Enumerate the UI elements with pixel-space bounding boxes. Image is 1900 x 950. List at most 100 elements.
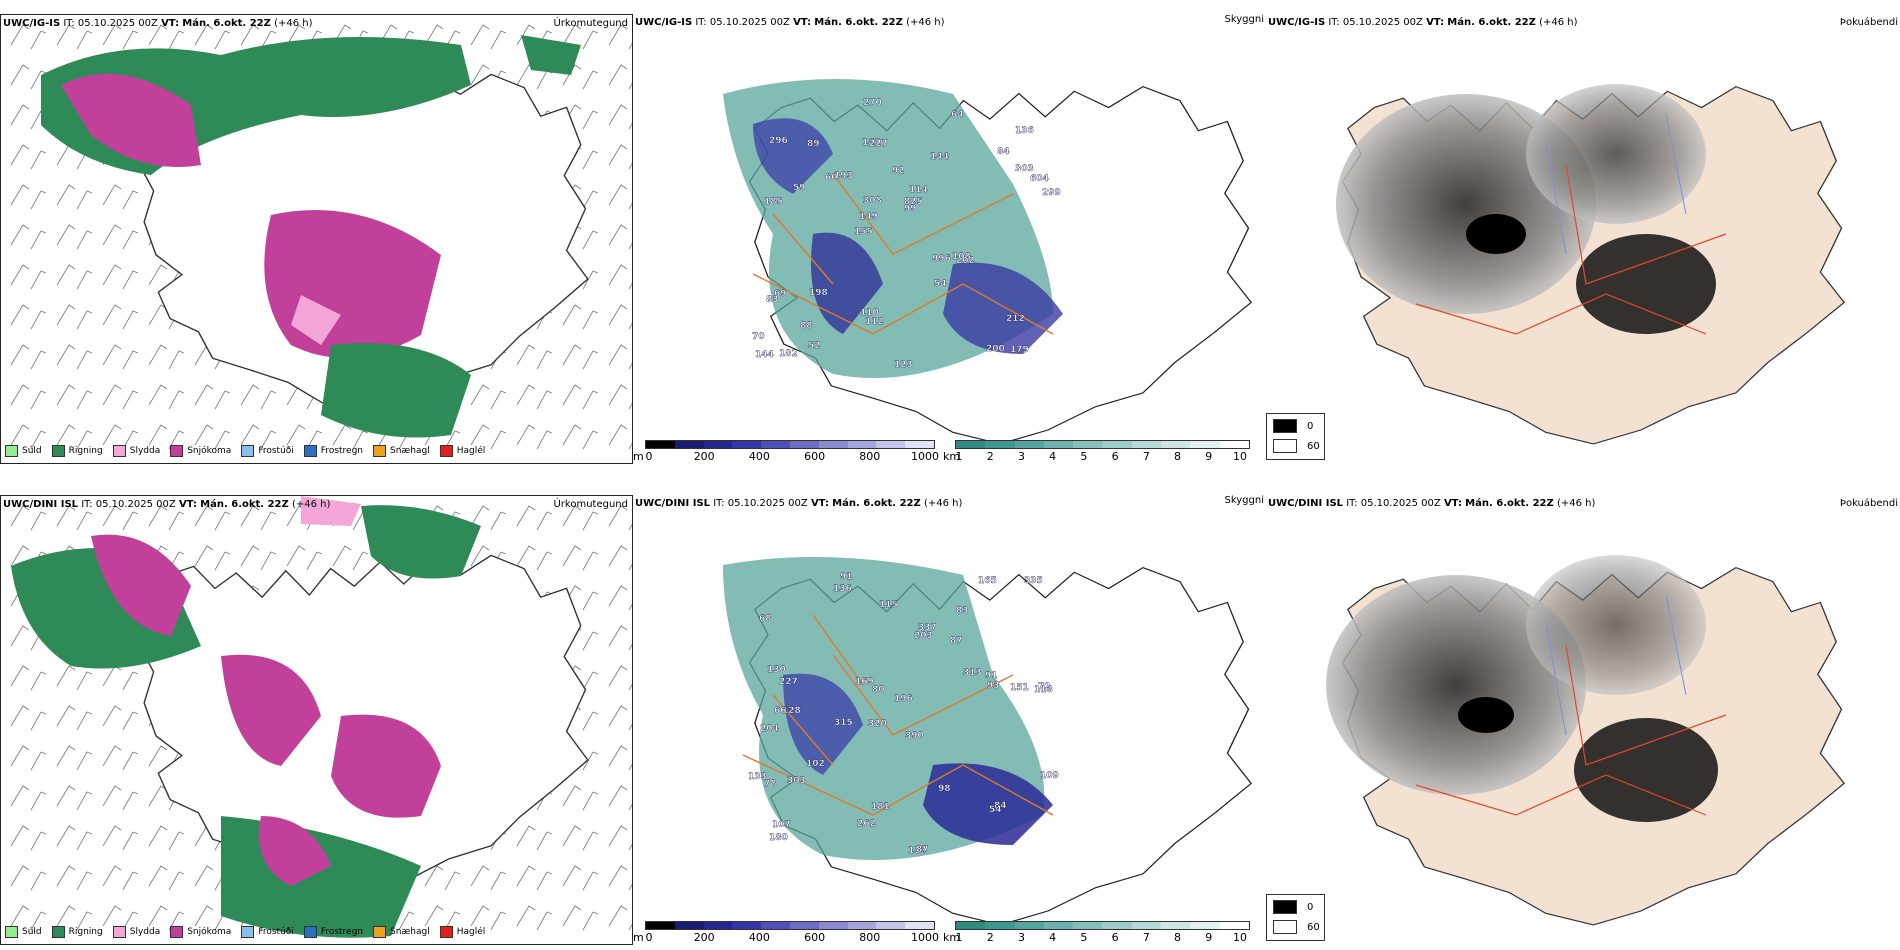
it-label: IT: [713,498,725,509]
precip-map-row2 [1,496,632,944]
vt-value: Mán. 6.okt. 22Z [1465,498,1554,509]
rain-area [321,343,471,438]
sleet-area [291,295,341,345]
vt-value: Mán. 6.okt. 22Z [1447,17,1536,28]
ceiling-value-label: 59 [793,183,806,193]
it-value: 05.10.2025 00Z [709,17,790,28]
ceiling-value-label: 303 [787,776,806,786]
precip-legend-item: Frostregn [303,445,363,457]
colorbar-strip [645,921,935,930]
colorbar-unit: km [943,450,961,463]
colorbar-segment [818,441,848,448]
ceiling-value-label: 115 [879,600,898,610]
colorbar-tick: 1 [955,931,963,944]
ceiling-value-label: 133 [748,772,767,782]
colorbar-tick: 6 [1111,450,1119,463]
lead-time: (+46 h) [923,498,963,509]
legend-swatch [170,926,184,938]
legend-label: Frostúði [258,927,294,937]
visibility-colorbar: km 1 2 3 4 5 6 7 8 9 10 [943,440,1250,464]
panel-header: UWC/IG-IS IT: 05.10.2025 00Z VT: Mán. 6.… [635,17,945,28]
colorbar-segment [1131,441,1162,448]
ceiling-value-label: 203 [914,631,933,641]
ceiling-value-label: 102 [806,759,825,769]
legend-swatch [1273,439,1297,453]
legend-swatch [5,445,18,457]
panel-header: UWC/DINI ISL IT: 05.10.2025 00Z VT: Mán.… [635,498,962,509]
colorbar-tick: 0 [645,931,653,944]
colorbar-segment [905,441,934,448]
legend-swatch [1273,419,1297,433]
colorbar-tick: 800 [859,450,881,463]
colorbar-tick: 9 [1205,450,1213,463]
colorbar-segment [1161,922,1191,929]
colorbar-segment [956,922,986,929]
snow-area [221,654,321,766]
precip-legend: Súld Rigning Slydda Snjókoma Frostúði Frostre… [5,926,485,938]
colorbar-tick: 6 [1111,931,1119,944]
colorbar-segment [1219,441,1249,448]
ceiling-value-label: 130 [767,665,786,675]
legend-label: Rigning [68,446,103,456]
ceiling-value-label: 84 [994,801,1007,811]
colorbar-tick: 5 [1080,931,1088,944]
ceiling-value-label: 212 [1006,314,1025,324]
vt-value: Mán. 6.okt. 22Z [832,498,921,509]
ceiling-value-label: 181 [871,802,890,812]
colorbar-tick: 0 [645,450,653,463]
precip-legend-item: Slydda [112,926,161,938]
panel-title: Skyggni [1224,495,1264,506]
colorbar-segment [1161,441,1191,448]
ceiling-value-label: 153 [908,846,927,856]
ceiling-value-label: 144 [930,152,949,162]
colorbar-tick: 3 [1017,450,1025,463]
it-label: IT: [81,499,93,510]
ceiling-value-label: 262 [857,819,876,829]
snow-area [331,714,441,818]
colorbar-segment [1190,922,1220,929]
snow-area [259,816,331,886]
cloud-panel-row1: UWC/IG-IS IT: 05.10.2025 00Z VT: Mán. 6.… [1266,14,1900,464]
ceiling-value-label: 91 [840,572,853,582]
ceiling-panel-row2: UWC/DINI ISL IT: 05.10.2025 00Z VT: Mán.… [633,495,1266,945]
ceiling-value-label: 169 [855,677,874,687]
colorbar-tick: 5 [1080,450,1088,463]
ceiling-value-label: 89 [807,139,820,149]
colorbar-segment [818,922,848,929]
vt-label: VT: [1443,498,1462,509]
colorbar-segment [985,922,1015,929]
cloud-legend-item: 0 [1273,900,1313,914]
legend-swatch [112,445,126,457]
model-name: UWC/DINI ISL [635,498,711,509]
ceiling-value-label: 825 [904,197,923,207]
legend-label: Snæhagl [390,446,430,456]
ceiling-value-label: 198 [809,288,828,298]
precip-panel-row1: UWC/IG-IS IT: 05.10.2025 00Z VT: Mán. 6.… [0,14,633,464]
colorbar-unit: km [943,931,961,944]
it-label: IT: [63,18,75,29]
lead-time: (+46 h) [1539,17,1578,28]
colorbar-tick: 400 [748,931,770,944]
colorbar-tick: 3 [1017,931,1025,944]
ceiling-value-label: 227 [779,677,798,687]
ceiling-value-label: 83 [956,606,969,616]
legend-swatch [373,926,387,938]
legend-swatch [439,445,453,457]
colorbar-segment [876,922,906,929]
lead-time: (+46 h) [1556,498,1596,509]
vt-value: Mán. 6.okt. 22Z [182,18,271,29]
ceiling-value-label: 54 [989,805,1002,815]
colorbar-unit: m [633,450,644,463]
colorbar-tick: 9 [1205,931,1213,944]
ceiling-value-label: 87 [916,845,929,855]
sleet-area [301,496,361,526]
ceiling-value-label: 88 [800,321,813,331]
legend-label: Slydda [129,927,161,937]
colorbar-segment [703,922,733,929]
colorbar-segment [905,922,934,929]
ceiling-value-label: 200 [986,344,1005,354]
ceiling-value-label: 165 [978,576,997,586]
colorbar-segment [1073,922,1103,929]
ceiling-value-label: 270 [863,98,882,108]
colorbar-segment [876,441,906,448]
